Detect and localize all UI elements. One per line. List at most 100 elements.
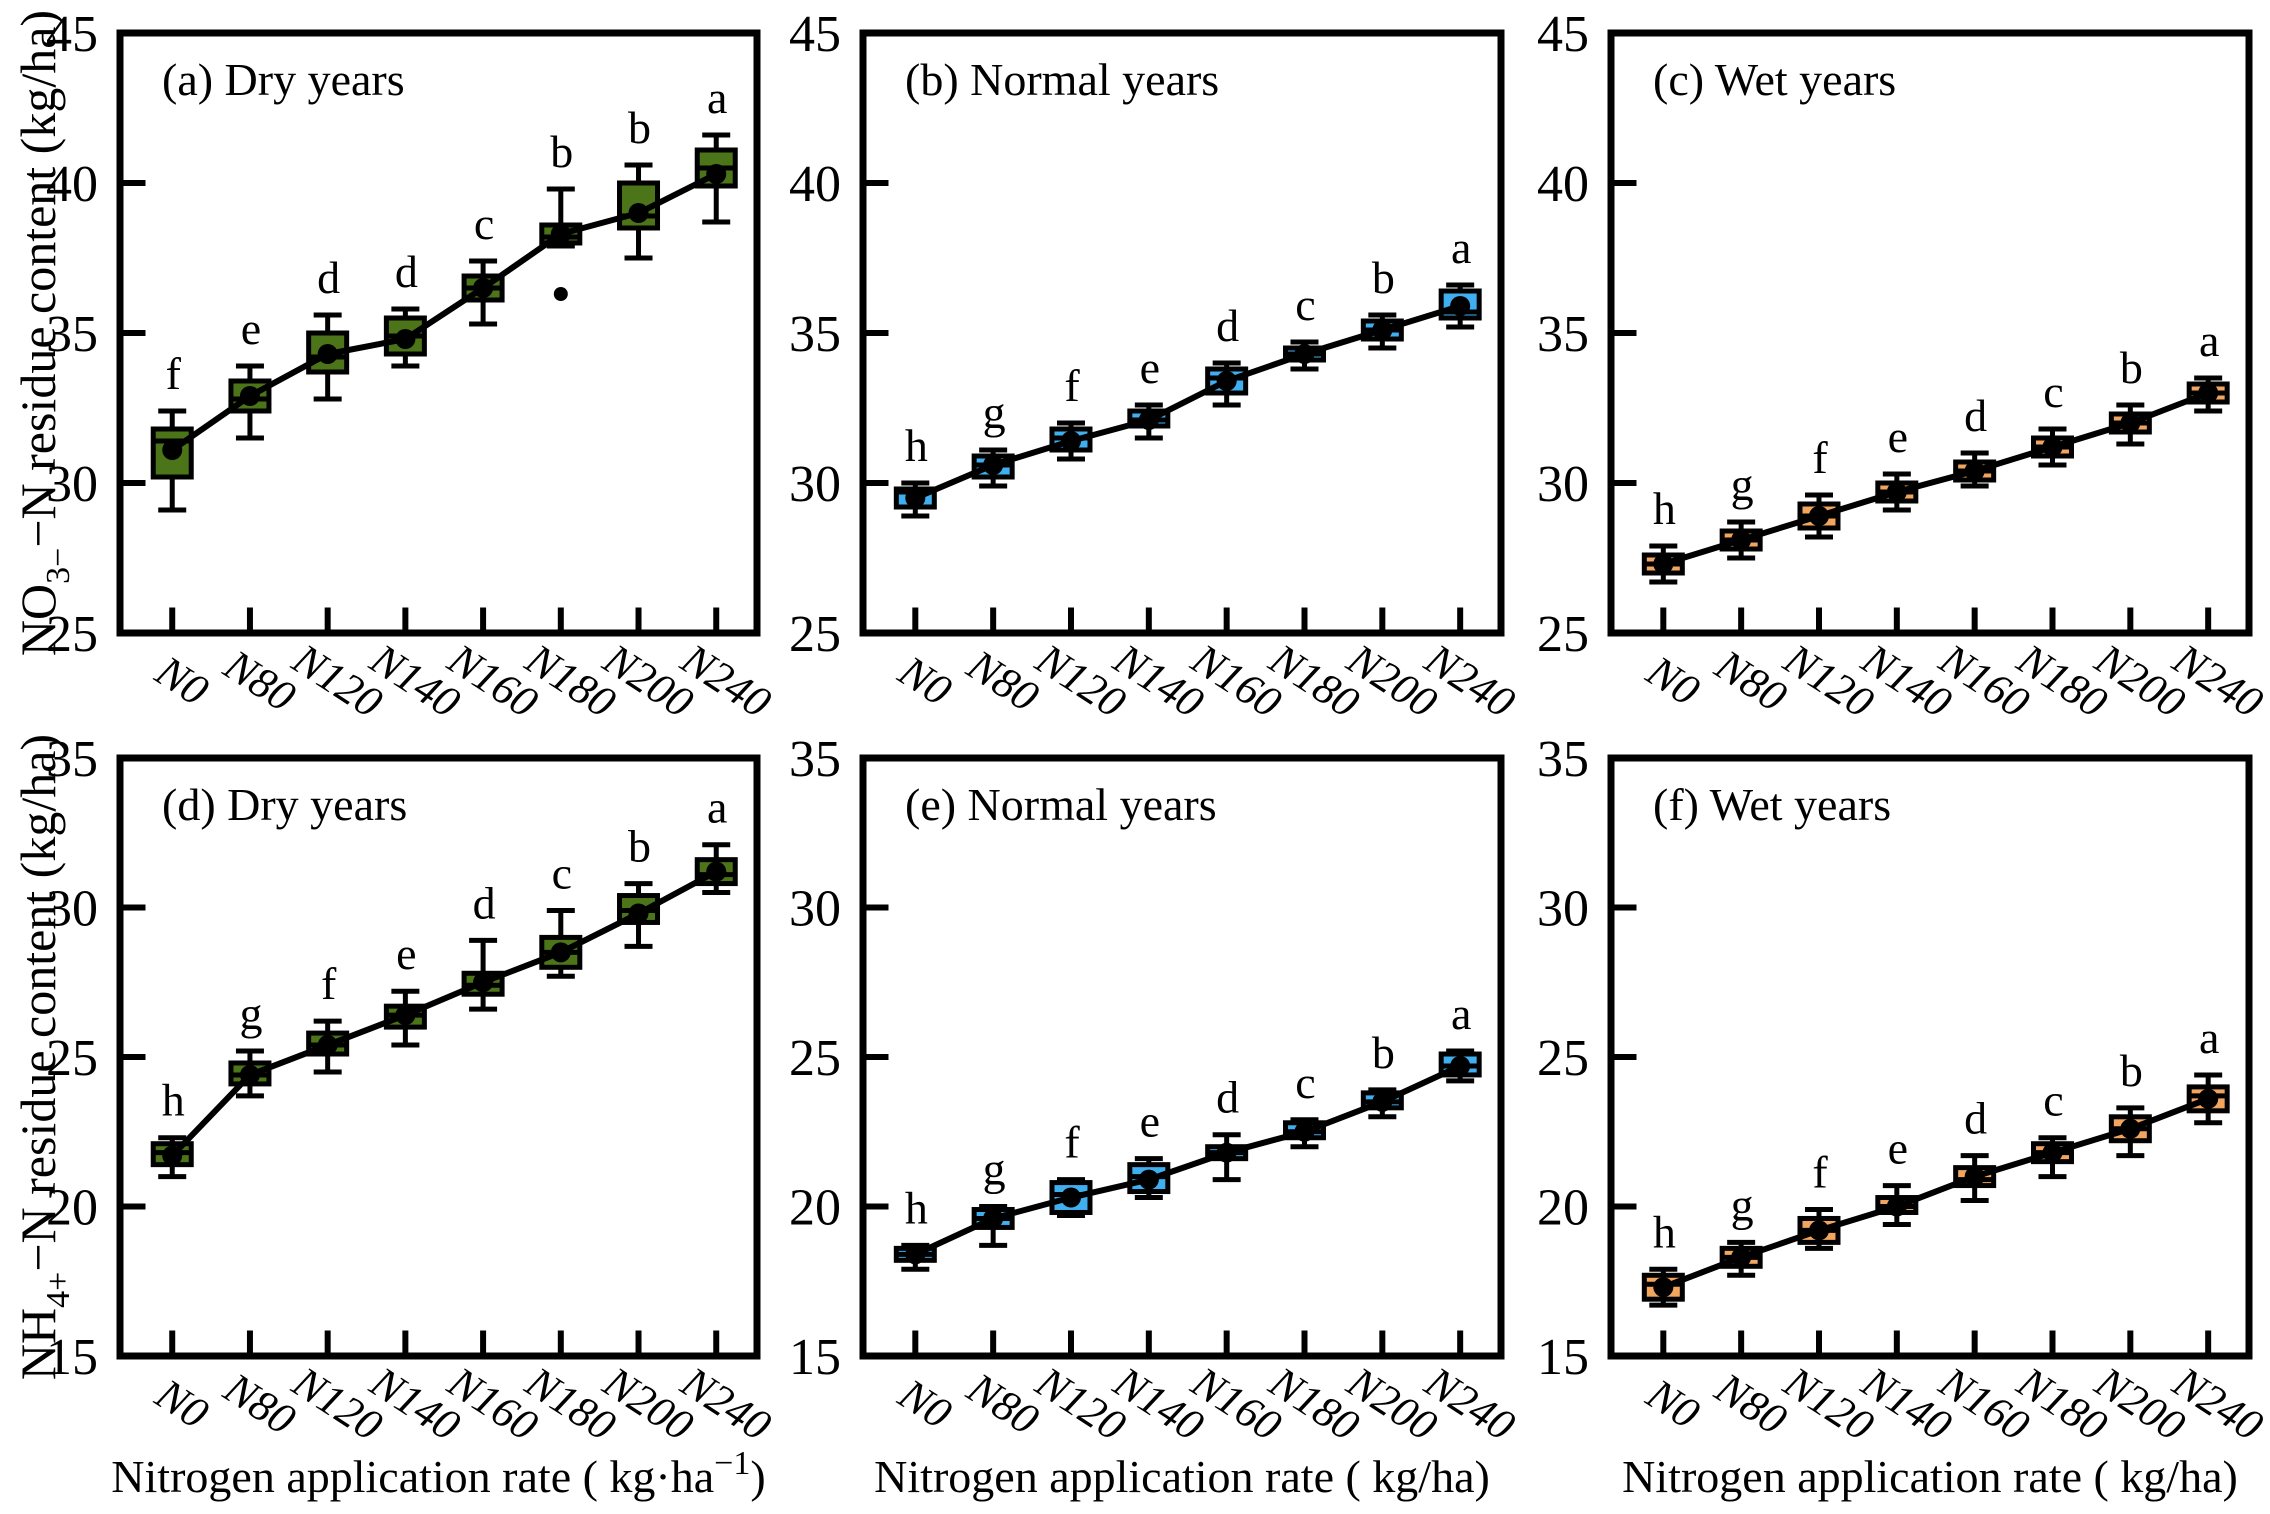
x-tick-label: N0 — [1637, 1369, 1708, 1439]
significance-letter: a — [2199, 315, 2219, 366]
y-axis-title: NO3−​−N residue content (kg/ha) — [10, 10, 77, 656]
significance-letter: b — [2120, 1045, 2143, 1096]
significance-letter: f — [1812, 432, 1828, 483]
y-tick-label: 30 — [789, 456, 841, 513]
panel-title: (e) Normal years — [905, 779, 1217, 830]
y-tick-label: 15 — [789, 1329, 841, 1386]
significance-letter: h — [905, 420, 928, 471]
mean-point — [317, 1035, 338, 1056]
significance-letter: g — [983, 387, 1006, 438]
x-axis-title: Nitrogen application rate ( kg·ha−1​) — [111, 1445, 765, 1502]
panel-a: 2530354045N0N80N120N140N160N180N200N240f… — [10, 6, 779, 727]
mean-point — [239, 386, 260, 406]
mean-point — [1294, 344, 1315, 364]
mean-point — [162, 1145, 183, 1166]
y-tick-label: 45 — [789, 6, 841, 63]
significance-letter: f — [1064, 360, 1080, 411]
y-tick-label: 35 — [1537, 306, 1589, 363]
mean-point — [905, 488, 926, 508]
mean-point — [1372, 1091, 1393, 1112]
panel-e: 1520253035N0N80N120N140N160N180N200N240h… — [789, 731, 1523, 1502]
y-tick-label: 35 — [46, 306, 98, 363]
x-tick-label: N80 — [215, 640, 304, 722]
significance-letter: h — [1653, 1206, 1676, 1257]
significance-letter: c — [1295, 1057, 1315, 1108]
mean-point — [905, 1244, 926, 1265]
axes-frame — [859, 754, 1505, 1360]
mean-point — [1060, 431, 1081, 451]
y-tick-label: 25 — [1537, 1030, 1589, 1087]
significance-letter: b — [628, 102, 651, 153]
x-tick-label: N240 — [672, 1357, 780, 1451]
mean-point — [395, 329, 416, 349]
mean-point — [550, 224, 571, 244]
axes-frame — [116, 29, 761, 637]
significance-letter: e — [1140, 1096, 1160, 1147]
x-tick-label: N80 — [215, 1363, 304, 1445]
y-tick-label: 35 — [1537, 731, 1589, 788]
significance-letter: e — [1888, 411, 1908, 462]
x-tick-label: N0 — [889, 1369, 960, 1439]
mean-point — [2042, 1142, 2063, 1163]
x-tick-label: N0 — [889, 646, 960, 716]
mean-point — [550, 942, 571, 963]
x-tick-label: N80 — [958, 1363, 1047, 1445]
mean-point — [2042, 437, 2063, 457]
significance-letter: h — [905, 1182, 928, 1233]
y-tick-label: 20 — [1537, 1180, 1589, 1237]
significance-letter: a — [1451, 222, 1471, 273]
mean-point — [239, 1064, 260, 1085]
significance-letter: c — [2043, 1075, 2063, 1126]
mean-point — [1216, 371, 1237, 391]
mean-point — [706, 164, 727, 184]
mean-point — [983, 1208, 1004, 1229]
mean-point — [628, 903, 649, 924]
mean-point — [706, 861, 727, 882]
significance-letter: c — [474, 198, 494, 249]
x-tick-label: N240 — [1416, 634, 1524, 728]
significance-letter: f — [321, 958, 337, 1009]
mean-line — [170, 171, 718, 453]
mean-point — [2120, 413, 2141, 433]
panel-title: (f) Wet years — [1653, 779, 1891, 830]
mean-line — [1662, 1096, 2210, 1291]
mean-point — [473, 278, 494, 298]
panel-title: (a) Dry years — [162, 54, 405, 105]
mean-point — [473, 972, 494, 993]
mean-point — [1731, 1247, 1752, 1268]
x-tick-label: N80 — [1706, 640, 1795, 722]
y-tick-label: 25 — [789, 1030, 841, 1087]
mean-point — [2120, 1118, 2141, 1139]
x-axis-title: Nitrogen application rate ( kg/ha) — [1622, 1451, 2238, 1502]
mean-point — [2198, 383, 2219, 403]
significance-letter: e — [1888, 1123, 1908, 1174]
mean-point — [1886, 482, 1907, 502]
significance-letter: f — [1812, 1146, 1828, 1197]
mean-point — [1964, 1166, 1985, 1187]
y-tick-label: 30 — [1537, 881, 1589, 938]
mean-line — [914, 303, 1462, 501]
significance-letter: d — [1216, 300, 1239, 351]
axes-frame — [859, 29, 1505, 637]
significance-letter: a — [707, 782, 727, 833]
y-tick-label: 45 — [1537, 6, 1589, 63]
significance-letter: d — [317, 252, 340, 303]
significance-letter: g — [1731, 459, 1754, 510]
panel-title: (d) Dry years — [162, 779, 407, 830]
mean-point — [1731, 530, 1752, 550]
significance-letter: d — [1216, 1072, 1239, 1123]
significance-letter: e — [1140, 342, 1160, 393]
significance-letter: b — [1372, 252, 1395, 303]
mean-point — [1964, 461, 1985, 481]
y-tick-label: 20 — [46, 1180, 98, 1237]
y-tick-label: 45 — [46, 6, 98, 63]
mean-line — [914, 1063, 1462, 1258]
significance-letter: g — [983, 1144, 1006, 1195]
y-axis-title: NH4+​−N residue content (kg/ha) — [10, 734, 77, 1380]
outlier-point — [553, 287, 568, 301]
mean-point — [1138, 410, 1159, 430]
panel-f: 1520253035N0N80N120N140N160N180N200N240h… — [1537, 731, 2270, 1502]
y-tick-label: 35 — [46, 731, 98, 788]
mean-line — [170, 868, 718, 1158]
